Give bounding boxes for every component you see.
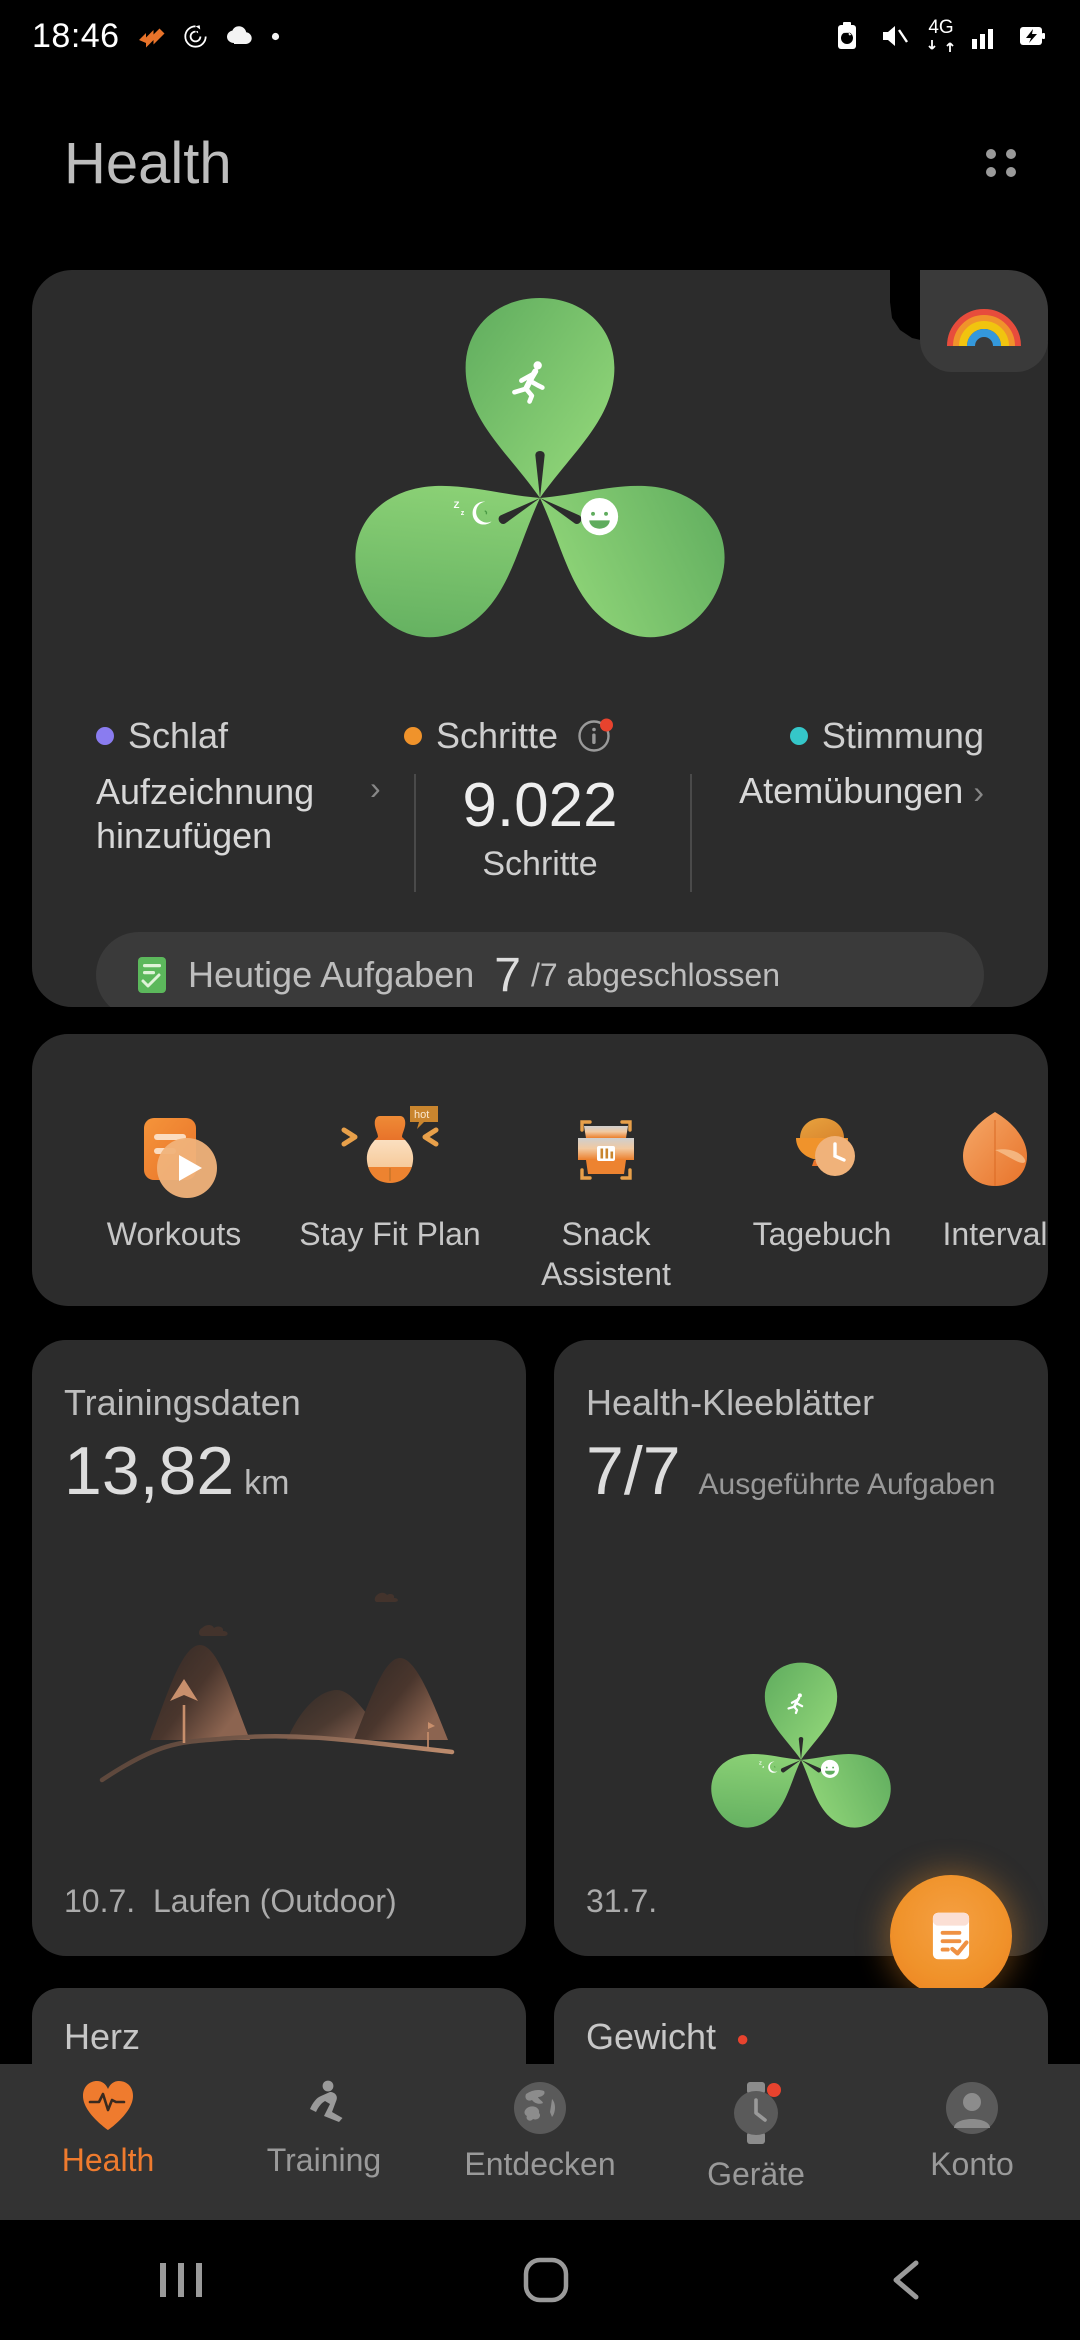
svg-text:z: z — [461, 509, 465, 517]
svg-text:Z: Z — [759, 1761, 762, 1766]
svg-text:z: z — [762, 1765, 764, 1769]
svg-text:hot: hot — [414, 1109, 429, 1121]
svg-text:Z: Z — [454, 500, 460, 511]
